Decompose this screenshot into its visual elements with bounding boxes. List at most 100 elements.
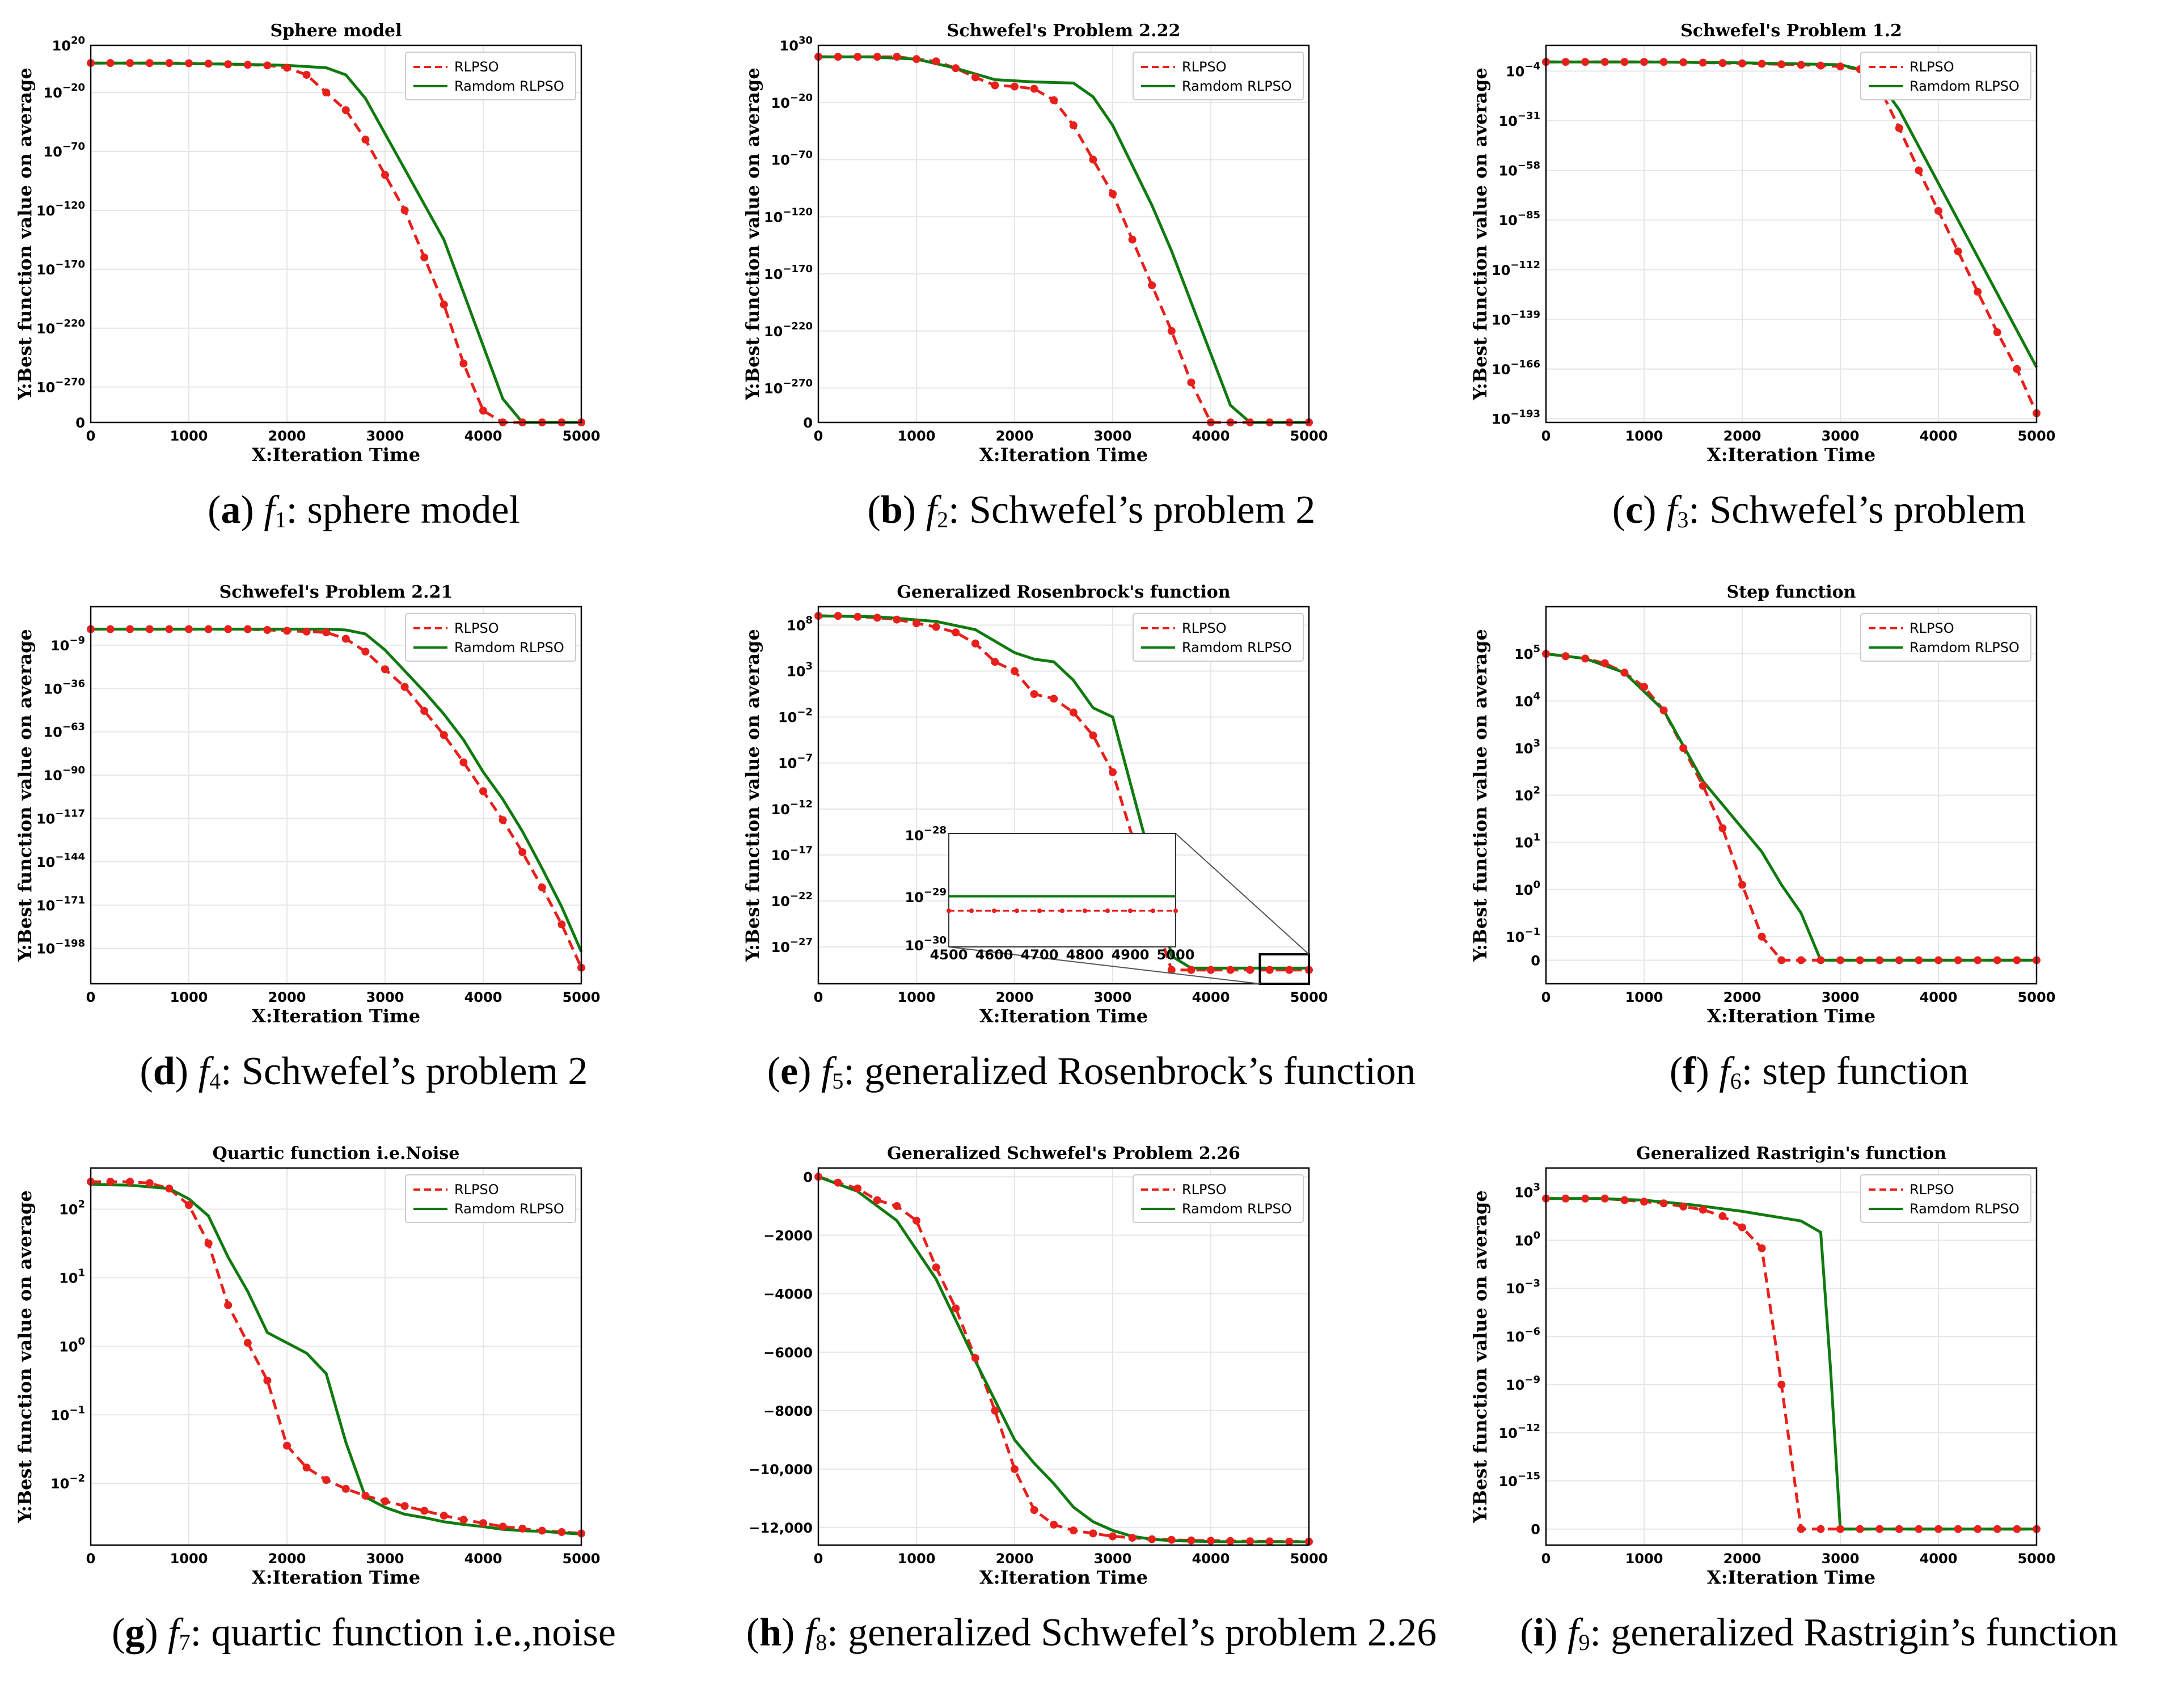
caption-subscript: 9 — [1578, 1630, 1590, 1655]
y-tick-label: 10−9 — [1506, 1374, 1540, 1393]
chart-panel-d: 0 1000 2000 3000 4000 5000 10−9 10−36 10−63 10−90… — [0, 561, 728, 1123]
x-tick-label: 0 — [86, 428, 96, 444]
series-line-random — [818, 1175, 1309, 1543]
data-point-rlpso — [1050, 96, 1058, 104]
y-tick-label: −6000 — [763, 1345, 813, 1361]
data-point-rlpso — [913, 55, 920, 64]
data-point-rlpso — [185, 59, 193, 67]
y-tick-label: 10−58 — [1498, 160, 1540, 179]
data-point-rlpso — [834, 1178, 842, 1187]
data-point-rlpso — [322, 1476, 331, 1484]
x-tick-label: 3000 — [366, 428, 404, 444]
y-tick-label: 10−1 — [1506, 926, 1540, 945]
data-point-rlpso — [518, 1524, 527, 1533]
x-tick-label: 4000 — [1920, 428, 1958, 444]
x-tick-label: 0 — [814, 428, 823, 444]
legend-label-random: Ramdom RLPSO — [454, 78, 564, 94]
x-tick-label: 4000 — [1192, 1551, 1230, 1567]
data-point-rlpso — [2013, 365, 2021, 373]
data-point-rlpso — [1817, 61, 1825, 70]
series-line-random — [1546, 1197, 2037, 1531]
inset-point-rlpso — [1151, 908, 1155, 913]
legend-box — [1133, 52, 1304, 100]
plot-frame — [817, 606, 1310, 985]
data-point-rlpso — [341, 1484, 350, 1493]
legend-label-rlpso: RLPSO — [1910, 620, 1954, 636]
chart-svg-b: 0 1000 2000 3000 4000 5000 1030 10−20 10−70 10−12… — [742, 21, 1328, 466]
caption-letter: g — [125, 1611, 145, 1655]
data-point-rlpso — [1777, 60, 1786, 69]
data-point-rlpso — [1836, 956, 1844, 964]
y-tick-label: 10−166 — [1492, 358, 1540, 378]
y-tick-label: 10−17 — [771, 844, 813, 864]
y-tick-label: 10−9 — [50, 634, 85, 654]
caption-function: f — [1666, 488, 1678, 532]
caption-d: (d) f4: Schwefel’s problem 2 — [140, 1050, 588, 1094]
data-point-rlpso — [1167, 327, 1176, 335]
series-line-random — [91, 628, 583, 953]
x-tick-label: 0 — [814, 989, 823, 1005]
data-point-rlpso — [106, 59, 115, 67]
data-point-rlpso — [204, 625, 213, 633]
data-point-rlpso — [1836, 1525, 1844, 1533]
x-tick-label: 5000 — [563, 428, 601, 444]
caption-text: : quartic function i.e.,noise — [190, 1611, 616, 1655]
data-point-rlpso — [1817, 1525, 1825, 1533]
plot-frame — [1545, 44, 2038, 424]
series-line-rlpso — [91, 628, 583, 968]
chart-title: Schwefel's Problem 1.2 — [1680, 21, 1902, 41]
y-tick-label: 103 — [1514, 1181, 1540, 1200]
data-point-rlpso — [1699, 58, 1707, 67]
chart-title: Sphere model — [270, 21, 402, 41]
series-line-random — [818, 55, 1309, 424]
data-point-rlpso — [126, 59, 134, 67]
data-point-rlpso — [913, 1216, 920, 1225]
data-point-rlpso — [145, 59, 154, 67]
chart-title: Generalized Rastrigin's function — [1636, 1144, 1946, 1163]
data-point-rlpso — [1030, 1506, 1038, 1514]
data-point-rlpso — [1915, 956, 1923, 964]
chart-title: Schwefel's Problem 2.21 — [219, 582, 453, 602]
caption-i: (i) f9: generalized Rastrigin’s function — [1520, 1611, 2118, 1655]
data-point-rlpso — [1895, 1525, 1903, 1533]
y-tick-label: −4000 — [763, 1287, 813, 1302]
data-point-rlpso — [440, 1512, 448, 1520]
data-point-rlpso — [1167, 1535, 1176, 1544]
series-line-rlpso — [1546, 60, 2038, 414]
data-point-rlpso — [106, 625, 115, 633]
data-point-rlpso — [1030, 690, 1038, 699]
data-point-rlpso — [1934, 206, 1942, 215]
y-tick-label: −12,000 — [749, 1520, 813, 1536]
data-point-rlpso — [106, 1178, 115, 1186]
data-point-rlpso — [1934, 1525, 1942, 1533]
data-point-rlpso — [479, 1519, 487, 1528]
data-point-rlpso — [1109, 768, 1117, 776]
data-point-rlpso — [224, 60, 233, 69]
data-point-rlpso — [1187, 966, 1196, 974]
y-tick-label: 10−7 — [778, 752, 813, 772]
data-point-rlpso — [204, 60, 213, 68]
data-point-rlpso — [440, 301, 448, 309]
data-point-rlpso — [361, 136, 370, 144]
y-tick-label: 10−220 — [36, 318, 85, 337]
data-point-rlpso — [854, 1184, 862, 1193]
y-tick-label: 10−120 — [764, 206, 813, 225]
y-tick-label: 10−3 — [1506, 1277, 1540, 1297]
legend-box — [405, 52, 576, 100]
inset-y-tick: 10−28 — [905, 824, 947, 844]
data-point-rlpso — [1993, 328, 2001, 337]
legend-label-rlpso: RLPSO — [1182, 59, 1227, 75]
legend-box — [1860, 613, 2031, 662]
series-line-rlpso — [1546, 1197, 2037, 1531]
data-point-rlpso — [1915, 166, 1923, 175]
y-tick-label: 10−117 — [36, 808, 85, 827]
data-point-rlpso — [1089, 155, 1097, 164]
inset-x-tick: 4800 — [1066, 947, 1104, 963]
data-point-rlpso — [1011, 667, 1019, 675]
legend-label-rlpso: RLPSO — [1910, 59, 1954, 75]
x-tick-label: 5000 — [1290, 989, 1328, 1005]
x-tick-label: 3000 — [1094, 428, 1132, 444]
plot-frame — [90, 44, 582, 424]
x-tick-label: 4000 — [464, 428, 502, 444]
